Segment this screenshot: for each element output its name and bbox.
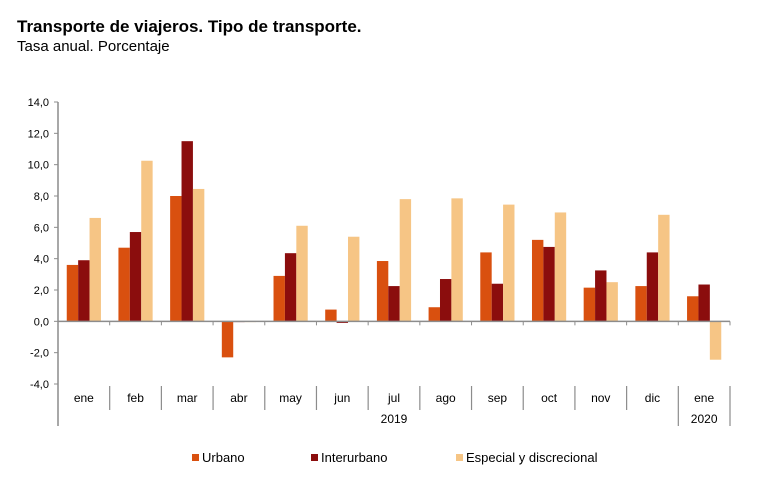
bar-interurbano-11 (646, 252, 659, 322)
legend-item-especial: Especial y discrecional (456, 450, 598, 465)
bar-interurbano-1 (129, 232, 142, 322)
bar-interurbano-12 (698, 284, 710, 322)
chart-subtitle: Tasa anual. Porcentaje (17, 38, 170, 55)
x-category-label: jul (387, 391, 400, 405)
year-label: 2020 (691, 412, 718, 426)
bar-especial-y-discrecional-11 (658, 214, 670, 322)
bar-urbano-6 (376, 261, 389, 322)
x-category-label: feb (127, 391, 144, 405)
bar-especial-y-discrecional-1 (141, 160, 153, 322)
x-category-label: mar (177, 391, 198, 405)
legend-swatch-interurbano (311, 454, 318, 461)
legend-swatch-urbano (192, 454, 199, 461)
bar-urbano-3 (221, 321, 234, 358)
bar-especial-y-discrecional-0 (89, 217, 101, 322)
bar-urbano-9 (531, 239, 544, 322)
bar-especial-y-discrecional-8 (503, 204, 515, 322)
bar-especial-y-discrecional-5 (348, 236, 360, 322)
bar-interurbano-7 (439, 279, 452, 322)
x-category-label: jun (333, 391, 350, 405)
y-tick-label: 2,0 (34, 285, 49, 297)
bar-urbano-10 (583, 287, 596, 322)
bar-interurbano-8 (491, 283, 504, 322)
x-category-label: ene (74, 391, 94, 405)
legend-item-interurbano: Interurbano (311, 450, 388, 465)
bar-especial-y-discrecional-4 (296, 225, 308, 322)
bar-urbano-12 (687, 296, 699, 322)
x-category-label: abr (230, 391, 247, 405)
bar-especial-y-discrecional-9 (554, 212, 567, 322)
y-tick-label: -4,0 (30, 379, 49, 391)
bar-urbano-2 (170, 196, 182, 322)
bar-urbano-11 (635, 286, 647, 322)
bar-interurbano-10 (595, 270, 607, 322)
bar-interurbano-6 (388, 286, 400, 322)
bar-especial-y-discrecional-6 (399, 199, 412, 322)
bar-urbano-4 (273, 275, 285, 322)
bar-interurbano-5 (336, 321, 349, 323)
y-tick-label: -2,0 (30, 348, 49, 360)
bar-especial-y-discrecional-10 (606, 282, 618, 322)
legend-item-urbano: Urbano (192, 450, 245, 465)
bar-urbano-1 (118, 247, 130, 322)
bar-especial-y-discrecional-12 (709, 321, 722, 360)
y-tick-label: 6,0 (34, 222, 49, 234)
x-category-label: dic (645, 391, 660, 405)
bar-urbano-8 (480, 252, 492, 322)
y-tick-label: 14,0 (28, 97, 49, 109)
legend-label-interurbano: Interurbano (321, 450, 388, 465)
year-label: 2019 (381, 412, 408, 426)
bar-especial-y-discrecional-7 (451, 198, 463, 322)
bar-interurbano-2 (181, 141, 193, 322)
bar-interurbano-4 (284, 253, 297, 322)
legend-label-especial: Especial y discrecional (466, 450, 598, 465)
legend-label-urbano: Urbano (202, 450, 245, 465)
x-category-label: ene (694, 391, 714, 405)
bar-interurbano-9 (543, 246, 555, 322)
x-category-label: sep (488, 391, 508, 405)
chart-title: Transporte de viajeros. Tipo de transpor… (17, 17, 362, 36)
y-tick-label: 8,0 (34, 191, 49, 203)
x-category-label: oct (541, 391, 558, 405)
y-tick-label: 10,0 (28, 160, 49, 172)
legend-swatch-especial (456, 454, 463, 461)
bar-urbano-7 (428, 307, 440, 322)
bar-especial-y-discrecional-2 (192, 188, 205, 322)
bar-interurbano-0 (78, 260, 90, 322)
y-tick-label: 12,0 (28, 128, 49, 140)
bar-urbano-0 (66, 264, 79, 322)
x-category-label: ago (436, 391, 456, 405)
y-tick-label: 4,0 (34, 254, 49, 266)
bar-urbano-5 (325, 309, 337, 322)
legend: Urbano Interurbano Especial y discrecion… (0, 450, 765, 470)
y-tick-label: 0,0 (34, 316, 49, 328)
x-category-label: may (279, 391, 302, 405)
x-category-label: nov (591, 391, 610, 405)
